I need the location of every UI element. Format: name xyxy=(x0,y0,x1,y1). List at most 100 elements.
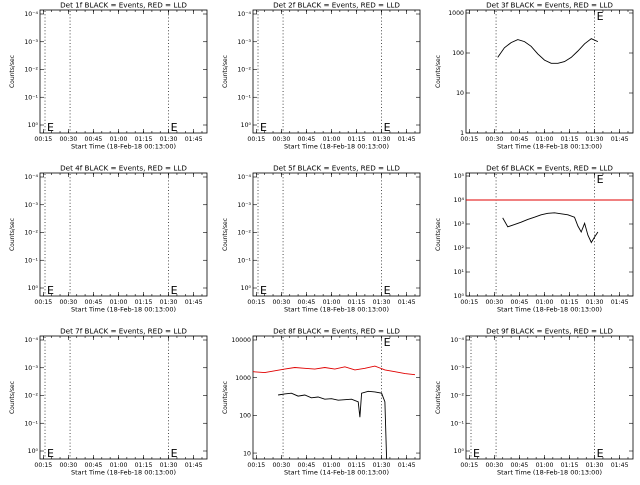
detector-panel-2: Det 2f BLACK = Events, RED = LLD 00:15 00:… xyxy=(222,1,421,151)
x-tick-label: 01:00 xyxy=(323,136,341,143)
x-tick-label: 00:15 xyxy=(460,462,478,469)
x-tick-label: 00:30 xyxy=(59,299,77,306)
x-tick-label: 00:30 xyxy=(272,299,290,306)
x-axis-label: Start Time (18-Feb-18 00:13:00) xyxy=(71,469,176,477)
x-tick-label: 01:15 xyxy=(348,299,366,306)
panel-title: Det 8f BLACK = Events, RED = LLD xyxy=(273,327,400,336)
y-tick-label: 10⁰ xyxy=(454,448,465,455)
x-tick-label: 01:30 xyxy=(373,299,391,306)
x-tick-label: 01:45 xyxy=(398,136,416,143)
x-tick-label: 00:30 xyxy=(485,462,503,469)
x-tick-label: 00:15 xyxy=(247,299,265,306)
x-tick-label: 01:15 xyxy=(348,462,366,469)
x-axis-label: Start Time (18-Feb-18 00:13:00) xyxy=(284,143,389,151)
x-tick-label: 00:15 xyxy=(34,136,52,143)
event-marker: E xyxy=(47,284,54,297)
y-tick-label: 10 xyxy=(243,450,251,457)
y-tick-label: 10⁻⁴ xyxy=(237,11,251,18)
x-axis-label: Start Time (18-Feb-18 00:13:00) xyxy=(497,143,602,151)
y-tick-label: 10⁻¹ xyxy=(237,94,251,101)
y-tick-label: 1000 xyxy=(235,375,251,382)
x-tick-label: 01:30 xyxy=(586,136,604,143)
x-tick-label: 00:45 xyxy=(511,136,529,143)
x-tick-label: 01:15 xyxy=(561,136,579,143)
event-marker: E xyxy=(260,121,267,134)
x-tick-label: 00:15 xyxy=(247,462,265,469)
x-tick-label: 01:45 xyxy=(185,136,203,143)
y-tick-label: 10⁵ xyxy=(454,173,465,180)
x-axis-label: Start Time (18-Feb-18 00:13:00) xyxy=(71,306,176,314)
panel-title: Det 6f BLACK = Events, RED = LLD xyxy=(486,164,613,173)
panel-title: Det 2f BLACK = Events, RED = LLD xyxy=(273,1,400,10)
y-tick-label: 10⁻¹ xyxy=(237,257,251,264)
x-tick-label: 00:30 xyxy=(59,462,77,469)
y-axis-label: Counts/sec xyxy=(435,55,442,88)
plot-frame xyxy=(39,172,208,297)
y-axis-label: Counts/sec xyxy=(222,381,229,414)
event-marker: E xyxy=(384,284,391,297)
y-tick-label: 10¹ xyxy=(454,269,465,276)
y-tick-label: 10⁰ xyxy=(28,122,39,129)
x-tick-label: 00:15 xyxy=(460,299,478,306)
x-tick-label: 00:30 xyxy=(272,462,290,469)
y-tick-label: 10⁻² xyxy=(450,393,464,400)
event-marker: E xyxy=(47,121,54,134)
x-tick-label: 00:15 xyxy=(247,136,265,143)
detector-panel-6: Det 6f BLACK = Events, RED = LLD 00:15 00:… xyxy=(435,164,634,314)
y-tick-label: 10⁰ xyxy=(28,285,39,292)
y-tick-label: 1000 xyxy=(448,10,464,17)
y-tick-label: 10⁻² xyxy=(24,67,38,74)
y-tick-label: 10⁻² xyxy=(237,67,251,74)
y-tick-label: 10⁻⁴ xyxy=(24,11,38,18)
event-marker: E xyxy=(171,447,178,460)
plot-frame xyxy=(465,335,634,460)
x-tick-label: 01:00 xyxy=(536,136,554,143)
panel-title: Det 4f BLACK = Events, RED = LLD xyxy=(60,164,187,173)
x-tick-label: 01:30 xyxy=(586,462,604,469)
x-tick-label: 01:45 xyxy=(185,462,203,469)
event-marker: E xyxy=(597,447,604,460)
event-marker: E xyxy=(473,447,480,460)
panel-title: Det 9f BLACK = Events, RED = LLD xyxy=(486,327,613,336)
lld-series-line xyxy=(252,365,416,376)
event-marker: E xyxy=(384,121,391,134)
y-tick-label: 10⁻² xyxy=(237,230,251,237)
y-axis-label: Counts/sec xyxy=(222,55,229,88)
x-tick-label: 01:45 xyxy=(611,299,629,306)
y-tick-label: 10³ xyxy=(454,221,465,228)
y-tick-label: 10⁻⁴ xyxy=(24,174,38,181)
y-tick-label: 10⁻³ xyxy=(237,202,251,209)
event-marker: E xyxy=(171,284,178,297)
y-tick-label: 10⁴ xyxy=(454,197,465,204)
y-tick-label: 10⁻⁴ xyxy=(24,337,38,344)
plot-frame xyxy=(252,172,421,297)
panel-title: Det 1f BLACK = Events, RED = LLD xyxy=(60,1,187,10)
x-tick-label: 01:15 xyxy=(348,136,366,143)
x-tick-label: 01:00 xyxy=(110,462,128,469)
events-series-line xyxy=(497,38,599,64)
x-tick-label: 01:30 xyxy=(160,299,178,306)
y-tick-label: 10⁰ xyxy=(454,293,465,300)
x-tick-label: 01:30 xyxy=(373,462,391,469)
x-tick-label: 01:15 xyxy=(135,299,153,306)
x-tick-label: 00:45 xyxy=(511,299,529,306)
y-axis-label: Counts/sec xyxy=(9,218,16,251)
x-axis-label: Start Time (18-Feb-18 00:13:00) xyxy=(284,306,389,314)
y-tick-label: 10⁻¹ xyxy=(450,420,464,427)
y-tick-label: 1 xyxy=(460,130,464,137)
x-tick-label: 01:30 xyxy=(160,136,178,143)
x-tick-label: 00:45 xyxy=(85,136,103,143)
x-tick-label: 01:00 xyxy=(323,299,341,306)
event-marker: E xyxy=(260,284,267,297)
event-marker: E xyxy=(171,121,178,134)
y-tick-label: 10000 xyxy=(231,337,251,344)
plot-frame xyxy=(252,335,421,460)
x-tick-label: 00:45 xyxy=(511,462,529,469)
x-tick-label: 01:45 xyxy=(398,462,416,469)
event-marker: E xyxy=(597,173,604,186)
y-axis-label: Counts/sec xyxy=(222,218,229,251)
detector-panel-1: Det 1f BLACK = Events, RED = LLD 00:15 00:… xyxy=(9,1,208,151)
x-tick-label: 00:45 xyxy=(85,462,103,469)
event-marker: E xyxy=(47,447,54,460)
